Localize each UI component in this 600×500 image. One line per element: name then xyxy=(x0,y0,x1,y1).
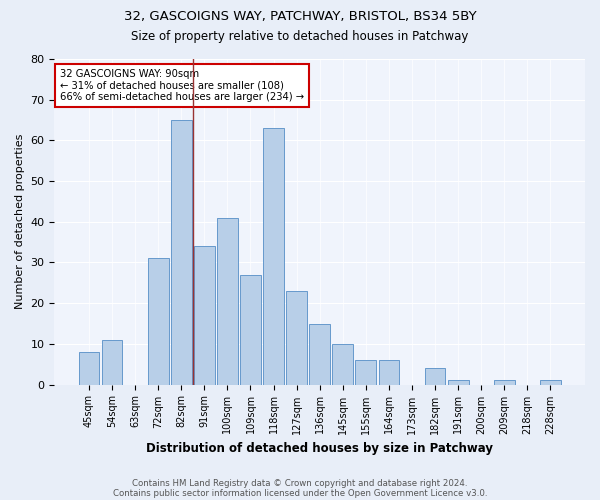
Bar xyxy=(240,274,261,384)
Text: Size of property relative to detached houses in Patchway: Size of property relative to detached ho… xyxy=(131,30,469,43)
Bar xyxy=(171,120,191,384)
Bar xyxy=(448,380,469,384)
Bar xyxy=(425,368,445,384)
Bar xyxy=(217,218,238,384)
Bar xyxy=(263,128,284,384)
Bar xyxy=(148,258,169,384)
Bar xyxy=(540,380,561,384)
Bar xyxy=(79,352,99,384)
Bar xyxy=(355,360,376,384)
X-axis label: Distribution of detached houses by size in Patchway: Distribution of detached houses by size … xyxy=(146,442,493,455)
Text: 32 GASCOIGNS WAY: 90sqm
← 31% of detached houses are smaller (108)
66% of semi-d: 32 GASCOIGNS WAY: 90sqm ← 31% of detache… xyxy=(60,69,304,102)
Bar xyxy=(494,380,515,384)
Y-axis label: Number of detached properties: Number of detached properties xyxy=(15,134,25,310)
Bar xyxy=(286,291,307,384)
Bar xyxy=(332,344,353,385)
Bar xyxy=(379,360,400,384)
Text: Contains HM Land Registry data © Crown copyright and database right 2024.: Contains HM Land Registry data © Crown c… xyxy=(132,478,468,488)
Bar xyxy=(310,324,330,384)
Bar xyxy=(194,246,215,384)
Text: Contains public sector information licensed under the Open Government Licence v3: Contains public sector information licen… xyxy=(113,488,487,498)
Text: 32, GASCOIGNS WAY, PATCHWAY, BRISTOL, BS34 5BY: 32, GASCOIGNS WAY, PATCHWAY, BRISTOL, BS… xyxy=(124,10,476,23)
Bar xyxy=(101,340,122,384)
